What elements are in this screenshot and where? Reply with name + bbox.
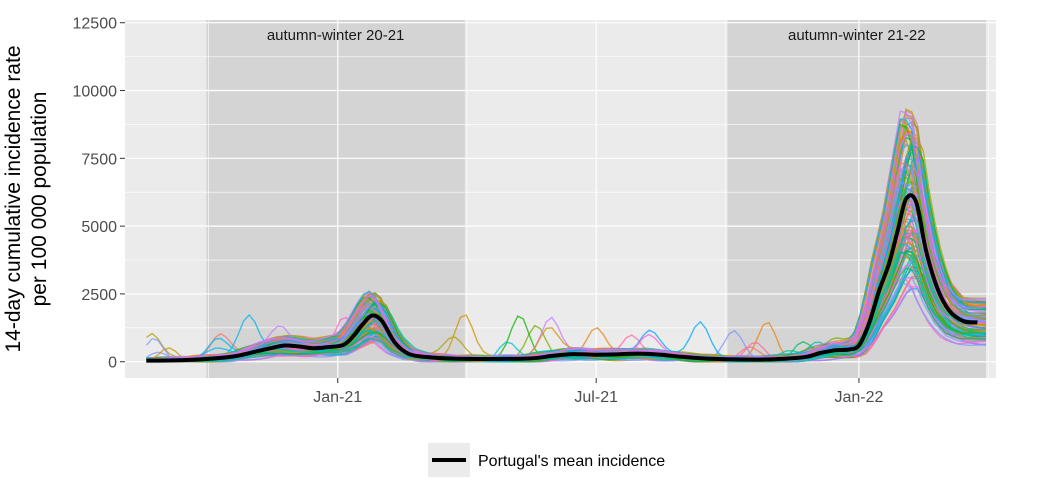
x-tick-label: Jan-21 xyxy=(313,389,362,406)
y-axis-title-line: per 100 000 population xyxy=(28,92,51,307)
legend-label: Portugal's mean incidence xyxy=(478,453,665,470)
y-tick-label: 5000 xyxy=(81,219,117,236)
y-tick-label: 12500 xyxy=(73,16,118,33)
shade-annotations: autumn-winter 20-21 autumn-winter 21-22 xyxy=(267,27,926,44)
shaded-period-label: autumn-winter 20-21 xyxy=(267,27,405,44)
y-axis-title: 14-day cumulative incidence rate per 100 … xyxy=(2,45,51,352)
mean-line-group xyxy=(146,193,978,363)
x-axis: Jan-21 Jul-21 Jan-22 xyxy=(313,378,883,406)
legend: Portugal's mean incidence xyxy=(428,443,665,477)
municipality-line xyxy=(146,244,987,363)
y-axis-title-line: 14-day cumulative incidence rate xyxy=(2,45,25,352)
y-tick-label: 0 xyxy=(108,355,117,372)
x-tick-label: Jul-21 xyxy=(574,389,618,406)
mean-incidence-line xyxy=(146,193,978,363)
x-tick-label: Jan-22 xyxy=(834,389,883,406)
municipality-line xyxy=(146,144,987,362)
y-tick-label: 2500 xyxy=(81,287,117,304)
grid-lines xyxy=(125,20,996,378)
y-axis: 0 2500 5000 7500 10000 12500 xyxy=(73,16,125,372)
y-tick-label: 10000 xyxy=(73,84,118,101)
shaded-period-1 xyxy=(206,20,465,378)
y-tick-label: 7500 xyxy=(81,151,117,168)
shaded-period-label: autumn-winter 21-22 xyxy=(788,27,926,44)
